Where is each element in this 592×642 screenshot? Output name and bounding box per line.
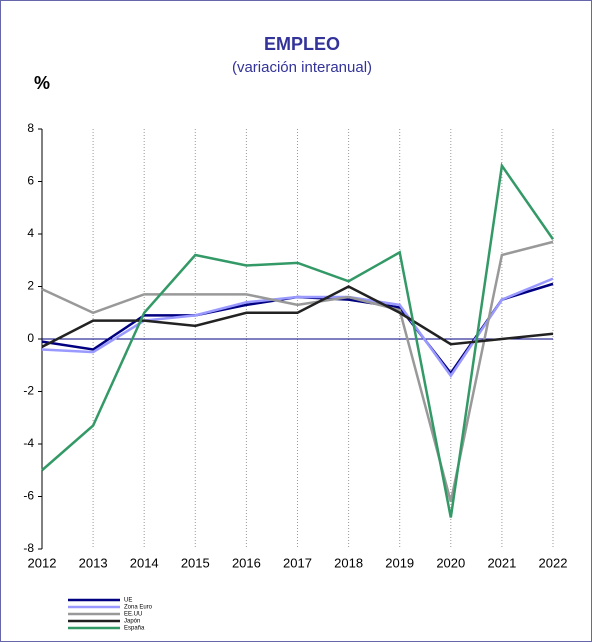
y-tick-label: -4 — [23, 436, 34, 450]
chart-title: EMPLEO — [264, 34, 340, 54]
y-tick-label: 6 — [27, 174, 34, 188]
x-tick-label: 2021 — [487, 555, 516, 570]
chart-subtitle: (variación interanual) — [232, 59, 372, 76]
x-tick-label: 2014 — [130, 555, 159, 570]
x-tick-label: 2015 — [181, 555, 210, 570]
y-tick-label: 8 — [27, 121, 34, 135]
y-tick-label: -8 — [23, 541, 34, 555]
x-tick-label: 2022 — [539, 555, 568, 570]
x-tick-label: 2016 — [232, 555, 261, 570]
y-tick-label: 0 — [27, 331, 34, 345]
y-tick-label: 4 — [27, 226, 34, 240]
legend-label: Zona Euro — [124, 605, 153, 611]
y-axis-label: % — [34, 73, 50, 93]
x-tick-label: 2020 — [436, 555, 465, 570]
x-tick-label: 2013 — [79, 555, 108, 570]
x-tick-label: 2017 — [283, 555, 312, 570]
legend-label: UE — [124, 598, 132, 604]
legend-label: EE.UU — [124, 612, 142, 618]
y-tick-label: -6 — [23, 489, 34, 503]
y-tick-label: 2 — [27, 279, 34, 293]
x-tick-label: 2019 — [385, 555, 414, 570]
legend-label: España — [124, 626, 145, 632]
y-tick-label: -2 — [23, 384, 34, 398]
x-tick-label: 2012 — [28, 555, 57, 570]
x-tick-label: 2018 — [334, 555, 363, 570]
series-line — [41, 285, 554, 348]
series-line — [41, 162, 555, 518]
series-line — [41, 277, 554, 378]
legend-label: Japón — [124, 619, 140, 625]
series-line — [41, 240, 554, 503]
